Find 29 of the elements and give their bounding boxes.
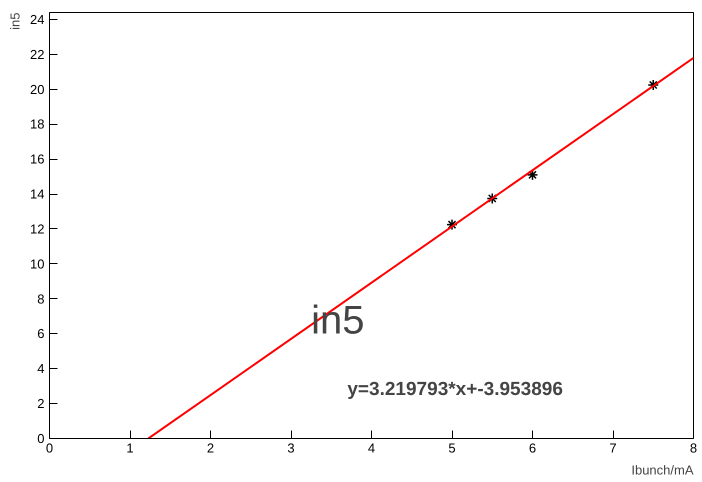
x-axis-title: Ibunch/mA <box>631 462 694 478</box>
y-tick-label: 12 <box>30 221 45 236</box>
x-tick-label: 1 <box>126 440 134 456</box>
point <box>446 218 458 230</box>
y-tick-label: 22 <box>30 46 45 62</box>
y-tick-label: 20 <box>30 82 45 97</box>
y-tick-label: 14 <box>30 186 45 202</box>
y-axis-title: in5 <box>8 12 22 30</box>
text: in5 <box>311 298 365 342</box>
annotation: y=3.219793*x+-3.953896 <box>347 379 563 400</box>
x-tick-label: 6 <box>528 440 536 456</box>
y-tick-label: 10 <box>30 256 45 272</box>
y-tick-label: 8 <box>37 291 45 306</box>
point <box>486 192 498 204</box>
y-tick-label: 16 <box>30 152 45 167</box>
point <box>648 79 659 91</box>
y-tick-label: 2 <box>37 396 45 412</box>
y-tick-label: 24 <box>30 12 45 27</box>
x-tick-label: 7 <box>609 440 617 456</box>
y-tick-label: 4 <box>37 361 45 376</box>
x-tick-label: 3 <box>287 440 295 456</box>
x-tick-label: 4 <box>368 440 376 456</box>
y-tick-label: 0 <box>37 431 45 446</box>
y-tick-label: 6 <box>37 326 45 342</box>
x-tick-label: 2 <box>206 440 214 456</box>
y-tick-label: 18 <box>30 116 45 132</box>
x-tick-label: 5 <box>448 440 456 456</box>
point <box>526 169 538 181</box>
x-tick-label: 8 <box>690 440 698 456</box>
